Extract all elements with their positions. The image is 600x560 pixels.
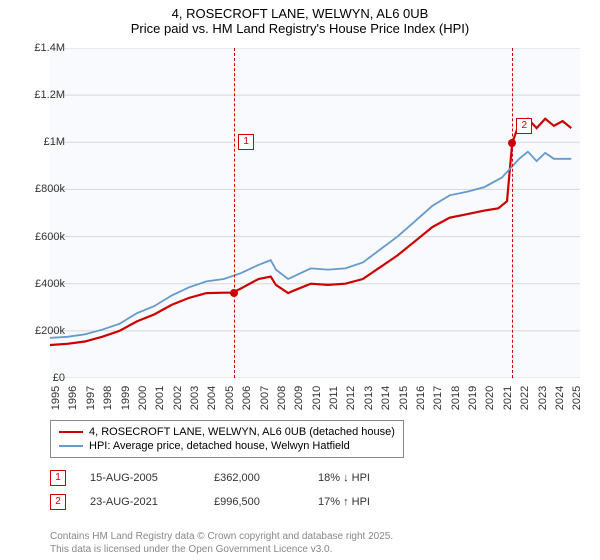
sales-table: 1 15-AUG-2005 £362,000 18% ↓ HPI 2 23-AUG-202… xyxy=(50,466,408,514)
sale-dot-2 xyxy=(508,139,516,147)
series-hpi xyxy=(50,152,571,338)
x-axis-label: 2018 xyxy=(450,386,462,410)
x-axis-label: 2024 xyxy=(554,386,566,410)
y-axis-label: £200k xyxy=(35,325,65,337)
sale-marker-line-1 xyxy=(234,48,235,378)
series-price_paid xyxy=(50,119,571,345)
footer-attribution: Contains HM Land Registry data © Crown c… xyxy=(50,530,393,556)
sale-date: 15-AUG-2005 xyxy=(90,472,190,484)
x-axis-label: 1997 xyxy=(85,386,97,410)
sale-diff: 17% ↑ HPI xyxy=(318,496,408,508)
x-axis-label: 2007 xyxy=(259,386,271,410)
x-axis-label: 1999 xyxy=(120,386,132,410)
x-axis-label: 2015 xyxy=(398,386,410,410)
x-axis-label: 2001 xyxy=(154,386,166,410)
x-axis-label: 2003 xyxy=(189,386,201,410)
legend-text: HPI: Average price, detached house, Welw… xyxy=(89,440,350,452)
y-axis-label: £1.4M xyxy=(34,42,65,54)
title-address: 4, ROSECROFT LANE, WELWYN, AL6 0UB xyxy=(0,6,600,21)
chart-plot-area: 12 xyxy=(50,48,580,378)
x-axis-label: 2020 xyxy=(484,386,496,410)
x-axis-label: 2022 xyxy=(519,386,531,410)
x-axis-label: 2017 xyxy=(432,386,444,410)
y-axis-label: £0 xyxy=(53,372,65,384)
x-axis-label: 2013 xyxy=(363,386,375,410)
sale-dot-1 xyxy=(230,289,238,297)
legend-row: HPI: Average price, detached house, Welw… xyxy=(59,439,395,453)
x-axis-label: 2000 xyxy=(137,386,149,410)
footer-line1: Contains HM Land Registry data © Crown c… xyxy=(50,530,393,543)
x-axis-label: 2009 xyxy=(293,386,305,410)
x-axis-label: 1998 xyxy=(102,386,114,410)
y-axis-label: £800k xyxy=(35,183,65,195)
legend-swatch xyxy=(59,431,83,434)
x-axis-label: 2004 xyxy=(206,386,218,410)
title-subtitle: Price paid vs. HM Land Registry's House … xyxy=(0,21,600,36)
legend-box: 4, ROSECROFT LANE, WELWYN, AL6 0UB (deta… xyxy=(50,420,404,458)
x-axis-label: 2023 xyxy=(537,386,549,410)
x-axis-label: 2021 xyxy=(502,386,514,410)
title-block: 4, ROSECROFT LANE, WELWYN, AL6 0UB Price… xyxy=(0,0,600,38)
sale-row: 1 15-AUG-2005 £362,000 18% ↓ HPI xyxy=(50,466,408,490)
x-axis-label: 2010 xyxy=(311,386,323,410)
chart-svg xyxy=(50,48,580,378)
sale-marker-line-2 xyxy=(512,48,513,378)
sale-price: £996,500 xyxy=(214,496,294,508)
x-axis-label: 2002 xyxy=(172,386,184,410)
sale-row-marker: 2 xyxy=(50,494,66,510)
sale-date: 23-AUG-2021 xyxy=(90,496,190,508)
y-axis-label: £400k xyxy=(35,278,65,290)
legend-row: 4, ROSECROFT LANE, WELWYN, AL6 0UB (deta… xyxy=(59,425,395,439)
y-axis-label: £1M xyxy=(44,136,65,148)
sale-row: 2 23-AUG-2021 £996,500 17% ↑ HPI xyxy=(50,490,408,514)
x-axis-label: 1995 xyxy=(50,386,62,410)
x-axis-label: 2025 xyxy=(571,386,583,410)
x-axis-label: 2019 xyxy=(467,386,479,410)
x-axis-label: 2011 xyxy=(328,386,340,410)
y-axis-label: £600k xyxy=(35,231,65,243)
footer-line2: This data is licensed under the Open Gov… xyxy=(50,543,393,556)
x-axis-label: 2008 xyxy=(276,386,288,410)
legend-swatch xyxy=(59,445,83,447)
sale-price: £362,000 xyxy=(214,472,294,484)
x-axis-label: 1996 xyxy=(67,386,79,410)
y-axis-label: £1.2M xyxy=(34,89,65,101)
x-axis-label: 2012 xyxy=(345,386,357,410)
sale-marker-box-1: 1 xyxy=(238,134,254,150)
chart-container: 4, ROSECROFT LANE, WELWYN, AL6 0UB Price… xyxy=(0,0,600,560)
x-axis-label: 2006 xyxy=(241,386,253,410)
legend-text: 4, ROSECROFT LANE, WELWYN, AL6 0UB (deta… xyxy=(89,426,395,438)
x-axis-label: 2005 xyxy=(224,386,236,410)
x-axis-label: 2014 xyxy=(380,386,392,410)
sale-marker-box-2: 2 xyxy=(516,118,532,134)
sale-diff: 18% ↓ HPI xyxy=(318,472,408,484)
sale-row-marker: 1 xyxy=(50,470,66,486)
x-axis-label: 2016 xyxy=(415,386,427,410)
